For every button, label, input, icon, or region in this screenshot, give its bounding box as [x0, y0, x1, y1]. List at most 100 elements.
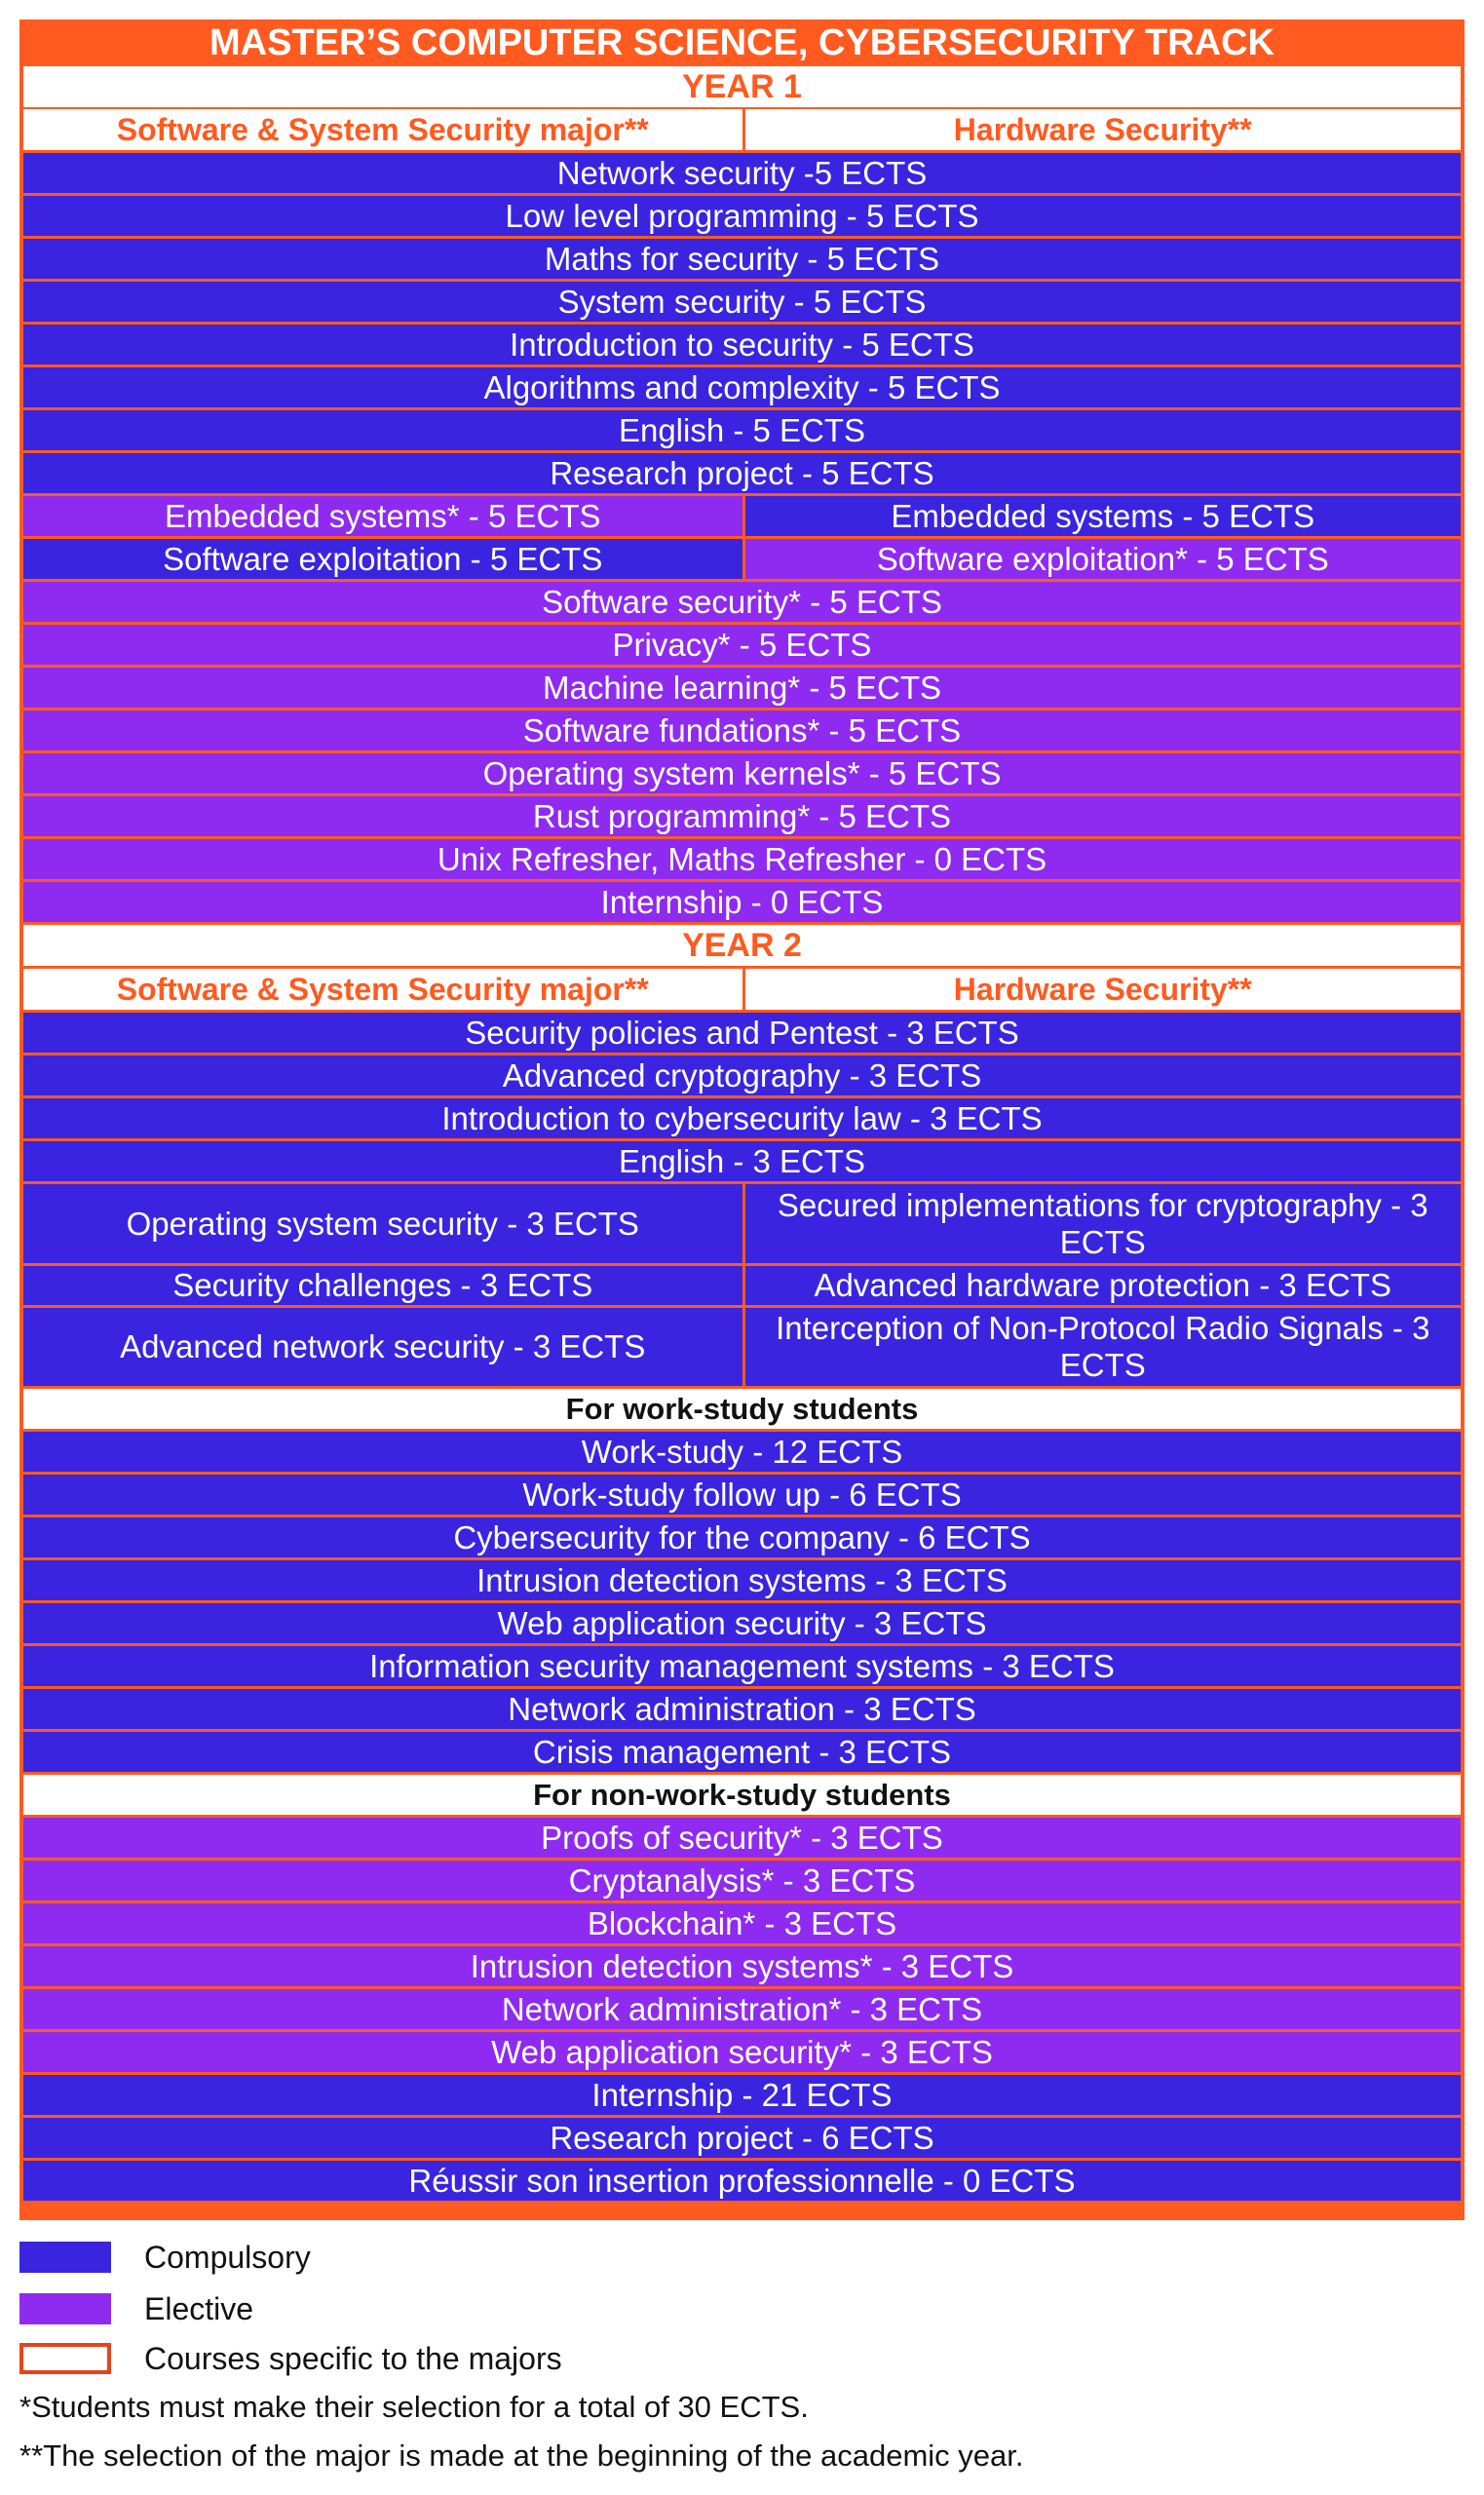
split-course-row: Advanced network security - 3 ECTS Inter… — [19, 1308, 1465, 1386]
legend-compulsory-label: Compulsory — [144, 2239, 311, 2275]
course-cell-hardware-major: Software exploitation* - 5 ECTS — [742, 539, 1461, 579]
year1-major-hardware: Hardware Security** — [742, 109, 1461, 150]
course-row: Introduction to cybersecurity law - 3 EC… — [19, 1098, 1465, 1138]
course-cell: Machine learning* - 5 ECTS — [23, 668, 1461, 708]
course-row: Advanced cryptography - 3 ECTS — [19, 1056, 1465, 1095]
course-cell-hardware-major: Secured implementations for cryptography… — [742, 1184, 1461, 1263]
course-row: Software fundations* - 5 ECTS — [19, 710, 1465, 750]
course-row: Réussir son insertion professionnelle - … — [19, 2161, 1465, 2201]
course-row: Network administration - 3 ECTS — [19, 1689, 1465, 1729]
course-cell: Security policies and Pentest - 3 ECTS — [23, 1013, 1461, 1053]
curriculum-table: MASTER’S COMPUTER SCIENCE, CYBERSECURITY… — [19, 19, 1465, 2220]
course-row: Web application security - 3 ECTS — [19, 1603, 1465, 1643]
course-cell: Advanced cryptography - 3 ECTS — [23, 1056, 1461, 1095]
course-row: Intrusion detection systems* - 3 ECTS — [19, 1946, 1465, 1986]
section-row: For work-study students — [19, 1389, 1465, 1429]
course-row: English - 5 ECTS — [19, 410, 1465, 450]
year2-major-software: Software & System Security major** — [23, 969, 742, 1010]
course-cell-hardware-major: Embedded systems - 5 ECTS — [742, 496, 1461, 536]
course-row: Operating system kernels* - 5 ECTS — [19, 753, 1465, 793]
course-cell: Network administration - 3 ECTS — [23, 1689, 1461, 1729]
course-cell: Unix Refresher, Maths Refresher - 0 ECTS — [23, 839, 1461, 879]
course-cell: English - 3 ECTS — [23, 1141, 1461, 1181]
course-row: Maths for security - 5 ECTS — [19, 239, 1465, 279]
legend-elective-label: Elective — [144, 2290, 254, 2326]
course-cell: Low level programming - 5 ECTS — [23, 196, 1461, 236]
course-row: Cybersecurity for the company - 6 ECTS — [19, 1517, 1465, 1557]
specific-swatch — [19, 2343, 111, 2374]
course-row: Low level programming - 5 ECTS — [19, 196, 1465, 236]
course-row: Privacy* - 5 ECTS — [19, 625, 1465, 665]
course-row: Web application security* - 3 ECTS — [19, 2032, 1465, 2072]
course-row: Software security* - 5 ECTS — [19, 582, 1465, 622]
course-row: System security - 5 ECTS — [19, 282, 1465, 322]
course-row: Internship - 21 ECTS — [19, 2075, 1465, 2115]
course-cell: Internship - 0 ECTS — [23, 882, 1461, 922]
course-cell: Work-study follow up - 6 ECTS — [23, 1475, 1461, 1515]
course-cell: Web application security* - 3 ECTS — [23, 2032, 1461, 2072]
course-row: Research project - 6 ECTS — [19, 2118, 1465, 2158]
year2-row: YEAR 2 — [19, 925, 1465, 966]
course-cell: Network security -5 ECTS — [23, 153, 1461, 193]
course-cell-hardware-major: Interception of Non-Protocol Radio Signa… — [742, 1308, 1461, 1386]
work-study-heading: For work-study students — [23, 1389, 1461, 1429]
elective-swatch — [19, 2293, 111, 2324]
course-row: Network security -5 ECTS — [19, 153, 1465, 193]
course-cell: Algorithms and complexity - 5 ECTS — [23, 367, 1461, 407]
course-cell: Research project - 5 ECTS — [23, 453, 1461, 493]
course-cell: Information security management systems … — [23, 1646, 1461, 1686]
course-cell: System security - 5 ECTS — [23, 282, 1461, 322]
title-row: MASTER’S COMPUTER SCIENCE, CYBERSECURITY… — [19, 22, 1465, 63]
year2-major-hardware: Hardware Security** — [742, 969, 1461, 1010]
course-row: Rust programming* - 5 ECTS — [19, 796, 1465, 836]
year1-majors-row: Software & System Security major** Hardw… — [19, 109, 1465, 150]
legend-elective: Elective — [19, 2291, 253, 2326]
course-cell: Operating system kernels* - 5 ECTS — [23, 753, 1461, 793]
course-row: Algorithms and complexity - 5 ECTS — [19, 367, 1465, 407]
split-course-row: Software exploitation - 5 ECTS Software … — [19, 539, 1465, 579]
course-row: Proofs of security* - 3 ECTS — [19, 1818, 1465, 1858]
course-cell: Blockchain* - 3 ECTS — [23, 1903, 1461, 1943]
non-work-study-heading: For non-work-study students — [23, 1775, 1461, 1815]
split-course-row: Embedded systems* - 5 ECTS Embedded syst… — [19, 496, 1465, 536]
course-cell: Intrusion detection systems - 3 ECTS — [23, 1560, 1461, 1600]
course-cell: Network administration* - 3 ECTS — [23, 1989, 1461, 2029]
course-cell-software-major: Security challenges - 3 ECTS — [23, 1266, 742, 1305]
course-cell-software-major: Advanced network security - 3 ECTS — [23, 1308, 742, 1386]
course-cell: Maths for security - 5 ECTS — [23, 239, 1461, 279]
course-cell: Rust programming* - 5 ECTS — [23, 796, 1461, 836]
compulsory-swatch — [19, 2242, 111, 2273]
course-cell: Intrusion detection systems* - 3 ECTS — [23, 1946, 1461, 1986]
split-course-row: Operating system security - 3 ECTS Secur… — [19, 1184, 1465, 1263]
course-row: Unix Refresher, Maths Refresher - 0 ECTS — [19, 839, 1465, 879]
course-row: Crisis management - 3 ECTS — [19, 1732, 1465, 1772]
course-cell: Software security* - 5 ECTS — [23, 582, 1461, 622]
course-row: Intrusion detection systems - 3 ECTS — [19, 1560, 1465, 1600]
year1-heading: YEAR 1 — [23, 66, 1461, 107]
page-title: MASTER’S COMPUTER SCIENCE, CYBERSECURITY… — [19, 22, 1465, 63]
course-cell: English - 5 ECTS — [23, 410, 1461, 450]
course-row: Work-study follow up - 6 ECTS — [19, 1475, 1465, 1515]
year2-majors-row: Software & System Security major** Hardw… — [19, 969, 1465, 1010]
footnote-selection: *Students must make their selection for … — [19, 2390, 809, 2424]
course-row: Machine learning* - 5 ECTS — [19, 668, 1465, 708]
course-cell-software-major: Embedded systems* - 5 ECTS — [23, 496, 742, 536]
course-cell: Proofs of security* - 3 ECTS — [23, 1818, 1461, 1858]
course-cell-hardware-major: Advanced hardware protection - 3 ECTS — [742, 1266, 1461, 1305]
course-cell: Réussir son insertion professionnelle - … — [23, 2161, 1461, 2201]
course-row: Cryptanalysis* - 3 ECTS — [19, 1861, 1465, 1900]
course-cell: Research project - 6 ECTS — [23, 2118, 1461, 2158]
course-row: Work-study - 12 ECTS — [19, 1432, 1465, 1472]
course-row: Information security management systems … — [19, 1646, 1465, 1686]
course-cell: Introduction to security - 5 ECTS — [23, 325, 1461, 365]
course-cell: Cryptanalysis* - 3 ECTS — [23, 1861, 1461, 1900]
course-cell: Introduction to cybersecurity law - 3 EC… — [23, 1098, 1461, 1138]
course-cell: Cybersecurity for the company - 6 ECTS — [23, 1517, 1461, 1557]
course-row: Introduction to security - 5 ECTS — [19, 325, 1465, 365]
course-cell: Crisis management - 3 ECTS — [23, 1732, 1461, 1772]
year1-row: YEAR 1 — [19, 66, 1465, 107]
year2-heading: YEAR 2 — [23, 925, 1461, 966]
footnote-major: **The selection of the major is made at … — [19, 2438, 1024, 2473]
split-course-row: Security challenges - 3 ECTS Advanced ha… — [19, 1266, 1465, 1305]
section-row: For non-work-study students — [19, 1775, 1465, 1815]
